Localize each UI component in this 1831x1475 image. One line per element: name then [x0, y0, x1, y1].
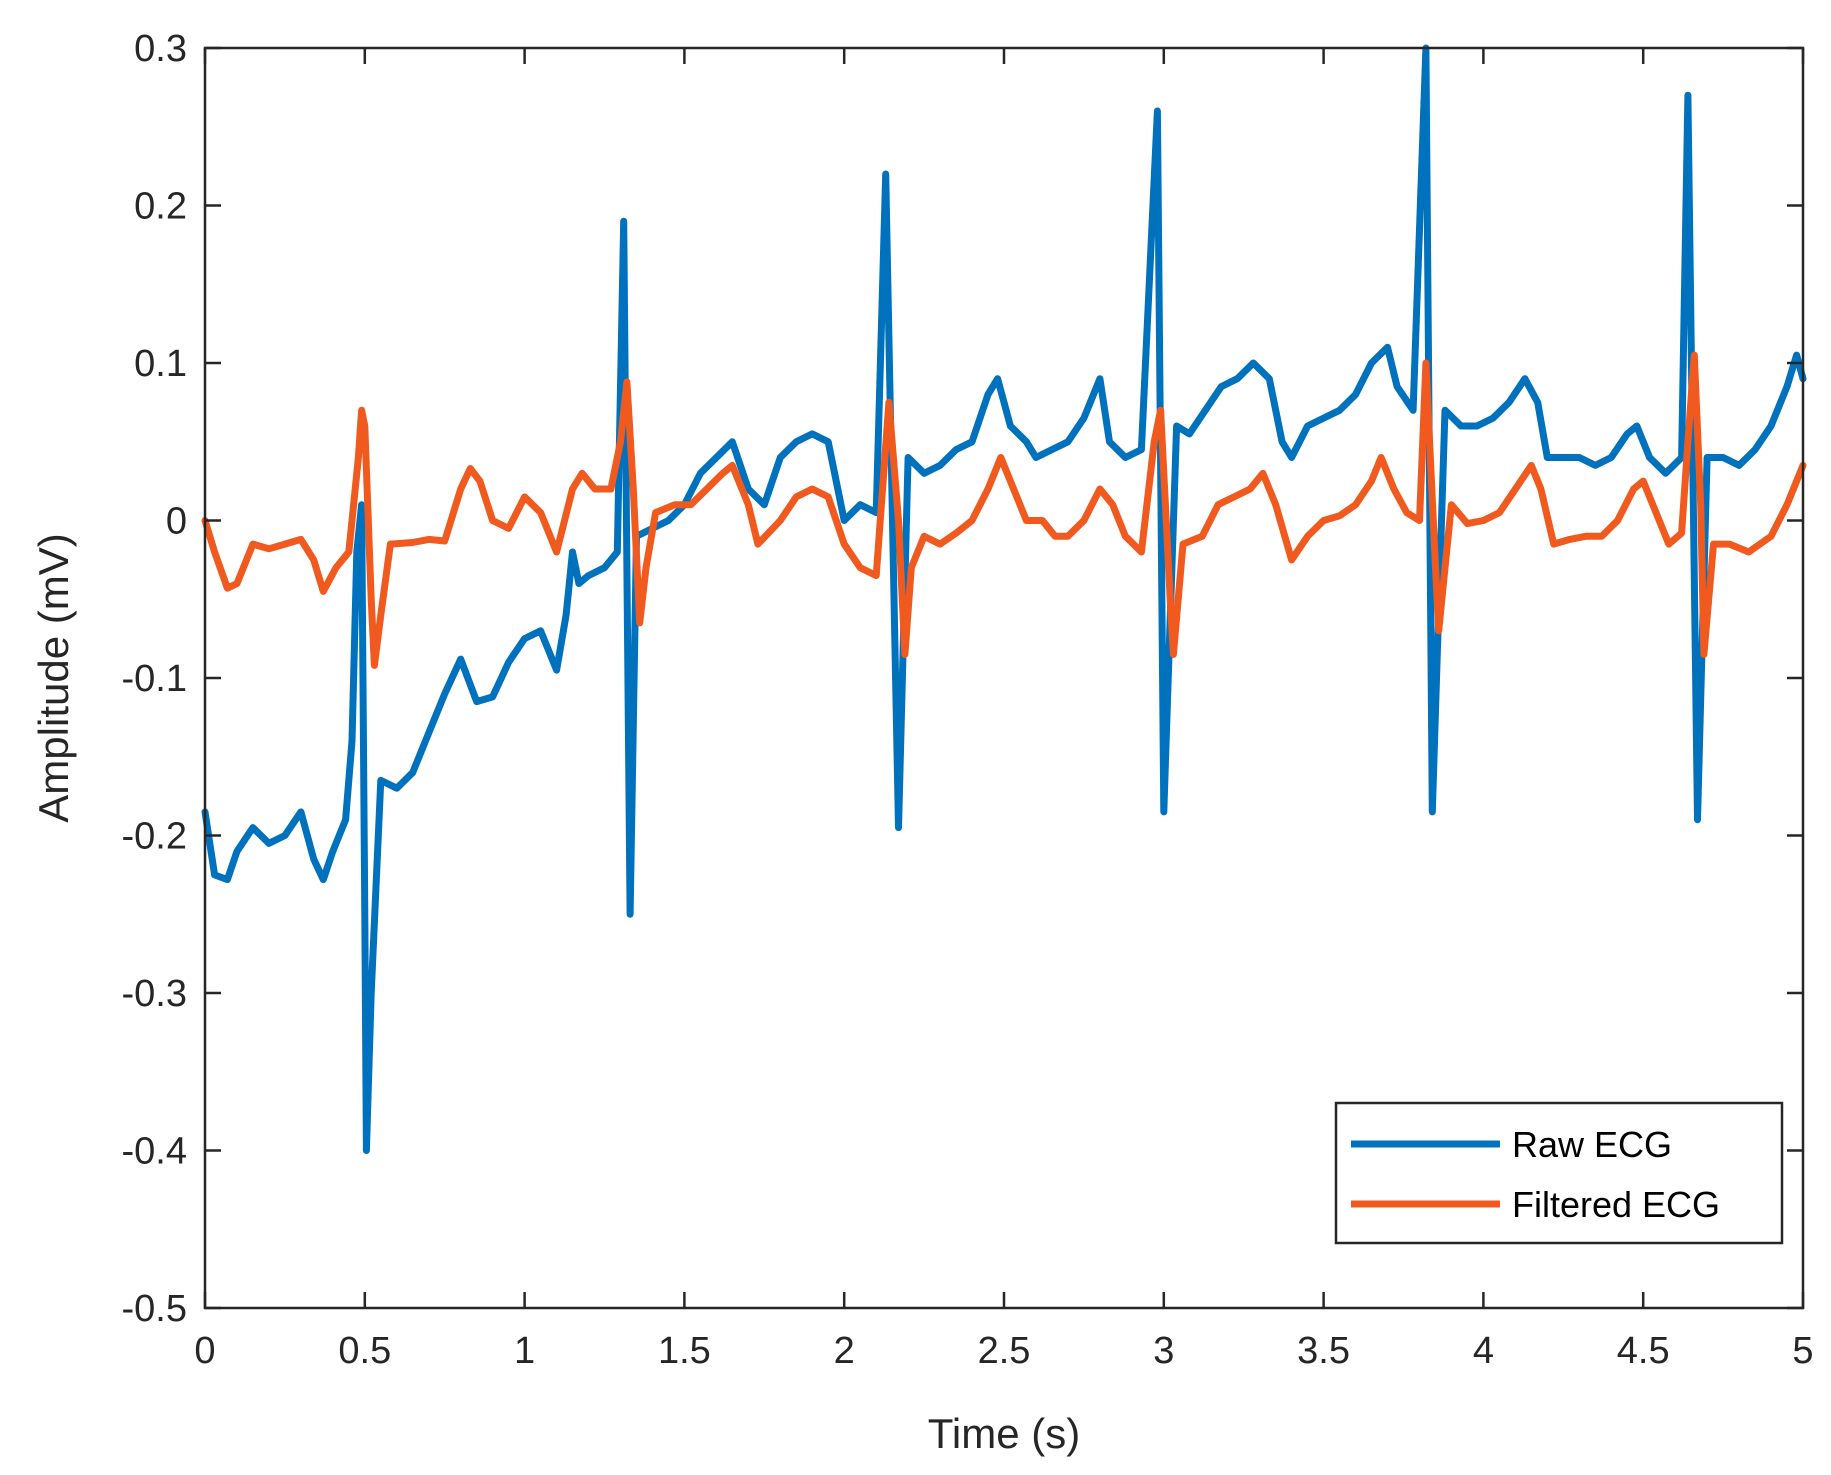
y-tick-label: 0.1 — [134, 343, 187, 385]
legend-label-filtered-ecg: Filtered ECG — [1512, 1184, 1720, 1225]
x-tick-label: 4 — [1473, 1330, 1494, 1372]
x-tick-label: 1 — [514, 1330, 535, 1372]
x-tick-label: 2.5 — [978, 1330, 1031, 1372]
y-tick-label: -0.3 — [122, 973, 187, 1015]
y-tick-label: -0.5 — [122, 1288, 187, 1330]
y-tick-label: 0 — [166, 501, 187, 543]
legend-box — [1334, 1101, 1784, 1245]
x-axis-title: Time (s) — [928, 1410, 1080, 1457]
x-tick-label: 5 — [1792, 1330, 1813, 1372]
series-line-raw-ecg — [201, 44, 1807, 1154]
y-tick-label: 0.3 — [134, 28, 187, 70]
x-tick-label: 4.5 — [1617, 1330, 1670, 1372]
series-line-filtered-ecg — [201, 351, 1807, 669]
x-tick-label: 3 — [1153, 1330, 1174, 1372]
y-tick-label: -0.4 — [122, 1131, 187, 1173]
x-tick-label: 0.5 — [338, 1330, 391, 1372]
y-axis-title: Amplitude (mV) — [30, 533, 77, 822]
y-tick-label: -0.2 — [122, 816, 187, 858]
x-tick-label: 1.5 — [658, 1330, 711, 1372]
x-tick-label: 3.5 — [1297, 1330, 1350, 1372]
tick-layer: 0 0.5 1 1.5 2 2.5 3 3.5 4 4.5 5 -0.5 -0.4 -0.3 -0.2 -0.… — [122, 28, 1814, 1372]
series-layer — [201, 44, 1807, 1154]
x-tick-label: 2 — [834, 1330, 855, 1372]
y-tick-label: 0.2 — [134, 186, 187, 228]
y-tick-label: -0.1 — [122, 658, 187, 700]
x-tick-label: 0 — [194, 1330, 215, 1372]
legend-label-raw-ecg: Raw ECG — [1512, 1124, 1672, 1165]
legend: Raw ECG Filtered ECG — [1334, 1101, 1784, 1245]
